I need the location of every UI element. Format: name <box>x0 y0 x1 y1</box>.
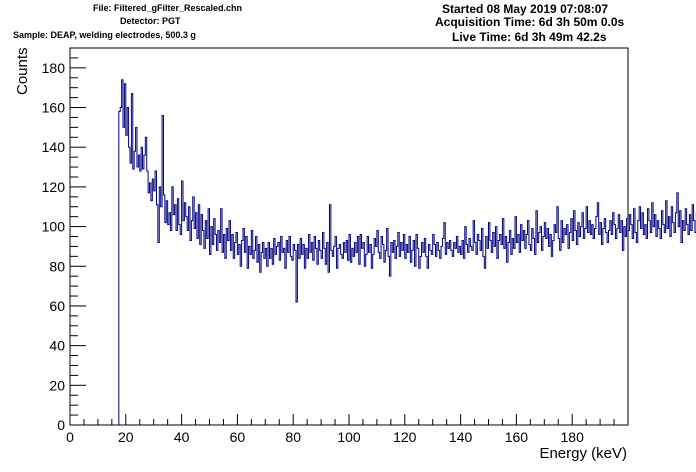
x-tick-label: 160 <box>505 429 529 445</box>
y-tick-label: 80 <box>49 258 65 274</box>
acquisition-time-label: Acquisition Time: 6d 3h 50m 0.0s <box>435 15 625 29</box>
y-tick-label: 0 <box>57 417 65 433</box>
axis-ticks <box>69 47 629 426</box>
x-tick-label: 180 <box>561 429 585 445</box>
detector-label: Detector: PGT <box>120 16 181 26</box>
y-axis-title: Counts <box>14 47 31 95</box>
live-time-label: Live Time: 6d 3h 49m 42.2s <box>452 30 607 44</box>
y-tick-label: 40 <box>49 338 65 354</box>
x-tick-label: 60 <box>230 429 246 445</box>
start-time-label: Started 08 May 2019 07:08:07 <box>442 2 609 16</box>
spectrum-line <box>116 79 696 426</box>
file-name-label: File: Filtered_gFilter_Rescaled.chn <box>93 3 243 13</box>
x-tick-label: 20 <box>118 429 134 445</box>
y-tick-label: 20 <box>49 377 65 393</box>
y-tick-label: 100 <box>42 219 66 235</box>
x-axis-title: Energy (keV) <box>539 445 627 462</box>
axis-tick-labels: 0 20 40 60 80 100 120 140 160 180 0 20 40 60 80 100 120 1… <box>42 60 584 445</box>
x-tick-label: 120 <box>393 429 417 445</box>
y-tick-label: 180 <box>42 60 66 76</box>
x-tick-label: 100 <box>337 429 361 445</box>
y-tick-label: 140 <box>42 139 66 155</box>
y-tick-label: 60 <box>49 298 65 314</box>
y-tick-label: 120 <box>42 179 66 195</box>
x-tick-label: 80 <box>285 429 301 445</box>
x-tick-label: 140 <box>449 429 473 445</box>
y-tick-label: 160 <box>42 100 66 116</box>
x-tick-label: 40 <box>174 429 190 445</box>
x-tick-label: 0 <box>66 429 74 445</box>
sample-label: Sample: DEAP, welding electrodes, 500.3 … <box>13 30 196 40</box>
